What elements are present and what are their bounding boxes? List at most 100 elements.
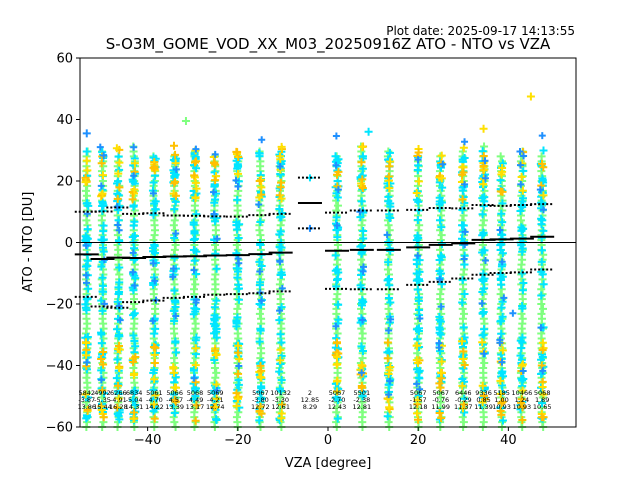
data-point [169,141,178,150]
data-point [414,326,423,335]
data-point [384,192,393,201]
mean-label: -5.35 [94,396,111,404]
data-point [235,362,243,370]
data-point [276,356,285,365]
data-point [516,161,524,169]
data-point [83,294,92,303]
data-point [130,172,138,180]
data-point [114,169,123,178]
data-point [151,391,160,400]
data-point [256,326,265,335]
data-point [496,339,504,347]
data-point [437,357,446,366]
data-point [539,280,548,289]
data-point [357,249,366,258]
data-point [496,290,505,299]
data-point [413,349,422,358]
std-label: 12.81 [353,403,372,411]
x-axis-label: VZA [degree] [285,456,372,471]
data-point [331,251,340,260]
data-point [357,361,366,370]
data-point [436,275,444,283]
data-point [210,355,219,364]
data-point [539,191,548,200]
data-point [479,391,488,400]
data-point [383,276,392,285]
data-point [497,230,506,239]
data-point [458,375,467,384]
data-point [498,258,506,266]
data-point [82,414,91,423]
count-label: 5067 [410,389,427,397]
data-point [257,314,266,323]
data-point [232,401,241,410]
data-point [480,142,489,151]
data-point [358,164,367,173]
data-point [191,194,200,203]
data-point [413,216,422,225]
data-point [498,416,507,425]
data-point [192,333,201,342]
data-point [98,201,107,210]
data-point [276,258,284,266]
data-point [277,194,286,203]
data-point [333,162,342,171]
data-point [97,354,106,363]
data-point [458,404,467,413]
data-point [332,282,341,291]
data-point [149,317,157,325]
data-point [234,295,243,304]
data-point [212,296,221,305]
mean-label: -3.30 [272,396,289,404]
data-point [131,401,140,410]
data-point [255,281,264,290]
data-point [478,210,487,219]
data-point [83,166,92,175]
std-label: 13.17 [186,403,205,411]
data-point [131,353,140,362]
data-point [460,154,469,163]
data-point [332,206,341,215]
data-point [478,309,487,318]
data-point [479,330,488,339]
data-point [516,147,524,155]
data-point [115,270,124,279]
data-point [358,184,367,193]
data-point [414,392,423,401]
data-point [437,231,446,240]
data-point [128,233,137,242]
std-label: 14.22 [145,403,164,411]
data-point [519,278,528,287]
data-point [538,132,546,140]
chart-title: S-O3M_GOME_VOD_XX_M03_20250916Z ATO - NT… [106,35,551,54]
data-point [150,414,159,423]
data-point [435,197,444,206]
data-point [538,290,547,299]
data-point [115,226,123,234]
data-point [479,180,488,189]
mean-label: -2.38 [353,396,370,404]
data-point [414,148,423,157]
data-point [277,414,286,423]
mean-label: 1.89 [535,396,549,404]
data-point [435,379,444,388]
data-point [478,194,487,203]
data-point [385,213,394,222]
data-point [439,160,447,168]
data-point [171,337,180,346]
data-point [519,367,527,375]
data-point [536,186,544,194]
data-point [461,228,469,236]
data-point [114,283,123,292]
data-point [115,263,124,272]
data-point [332,339,341,348]
data-point [114,341,123,350]
data-point [210,210,218,218]
data-point [498,367,507,376]
data-point [412,189,421,198]
data-point [181,117,190,126]
data-point [333,329,342,338]
data-point [416,314,424,322]
mean-label: -1.57 [410,396,427,404]
data-point [386,298,395,307]
